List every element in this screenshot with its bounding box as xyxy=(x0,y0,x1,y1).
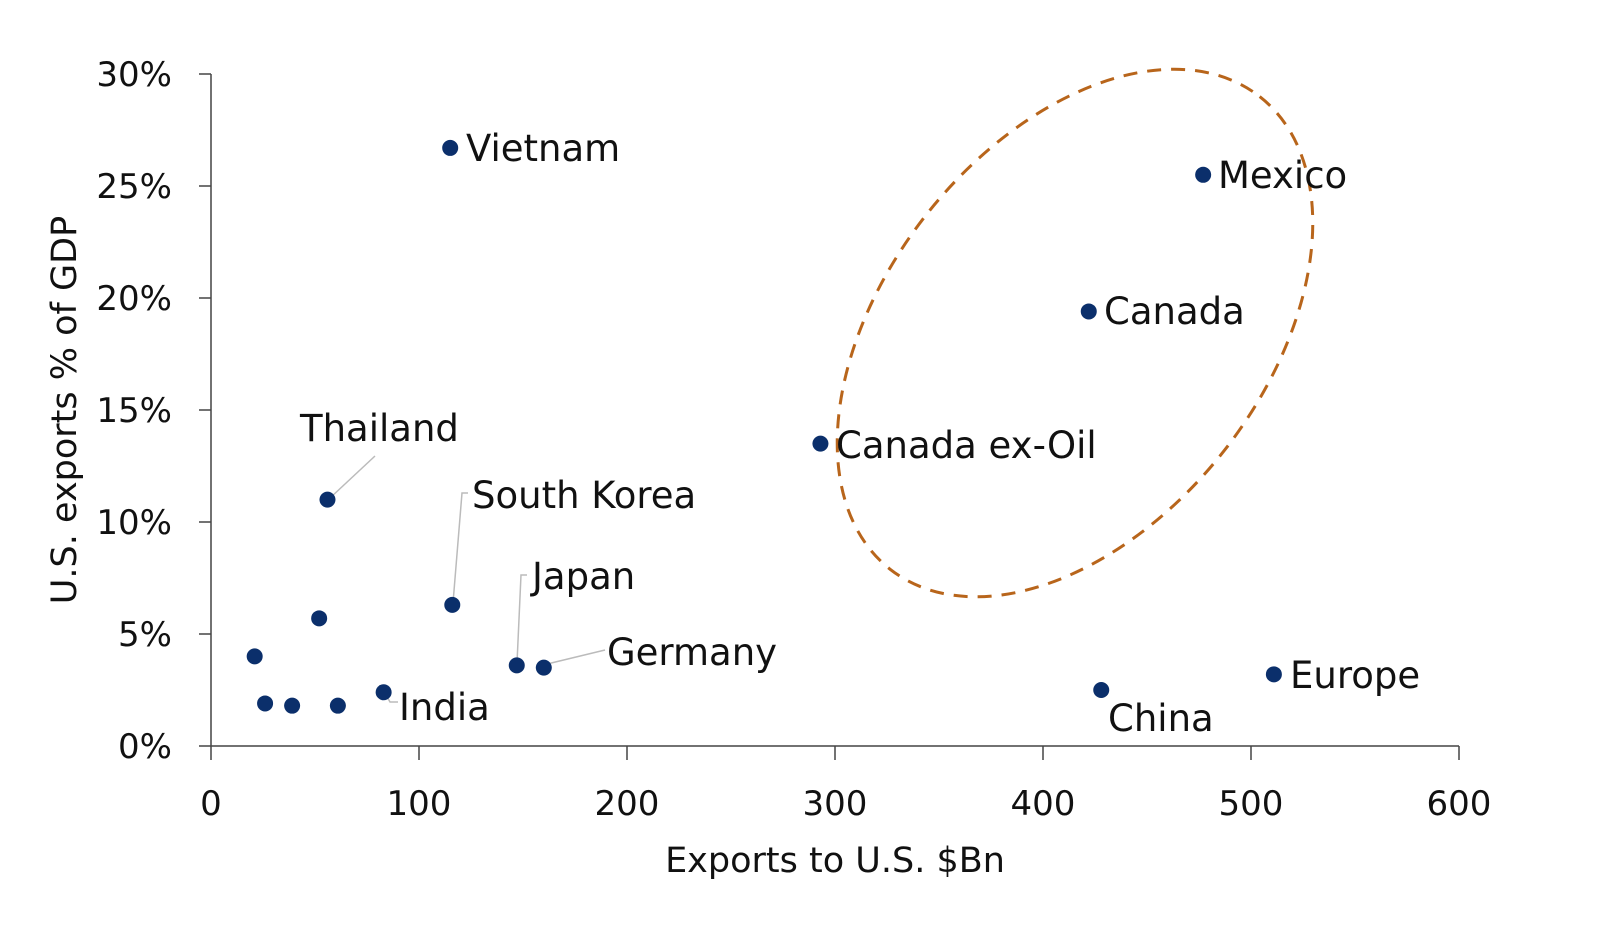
y-tick: 20% xyxy=(96,279,172,319)
data-points xyxy=(246,139,1282,714)
x-tick: 400 xyxy=(1011,784,1076,824)
x-tick-labels: 0 100 200 300 400 500 600 xyxy=(200,784,1491,824)
y-tick-labels: 30% 25% 20% 15% 10% 5% 0% xyxy=(96,55,172,767)
y-tick: 15% xyxy=(96,391,172,431)
label-mexico: Mexico xyxy=(1218,154,1347,197)
highlight-ellipse xyxy=(835,67,1315,599)
x-tick: 600 xyxy=(1427,784,1492,824)
y-axis xyxy=(199,73,212,747)
data-point xyxy=(246,648,263,665)
x-axis xyxy=(210,745,1460,760)
x-tick: 200 xyxy=(595,784,660,824)
y-tick: 25% xyxy=(96,167,172,207)
label-europe: Europe xyxy=(1290,654,1420,697)
label-canada: Canada xyxy=(1104,290,1245,333)
data-point xyxy=(329,697,346,714)
data-point xyxy=(1195,166,1212,183)
label-japan: Japan xyxy=(530,555,635,598)
label-thailand: Thailand xyxy=(299,407,459,450)
data-point xyxy=(257,695,274,712)
data-point xyxy=(311,610,328,627)
data-point xyxy=(284,697,301,714)
label-india: India xyxy=(399,686,490,729)
data-point xyxy=(444,596,461,613)
x-tick: 300 xyxy=(803,784,868,824)
label-canada-ex-oil: Canada ex-Oil xyxy=(836,424,1097,467)
data-point xyxy=(319,491,336,508)
label-vietnam: Vietnam xyxy=(466,127,620,170)
y-tick: 5% xyxy=(118,615,172,655)
data-point xyxy=(442,139,459,156)
x-tick: 0 xyxy=(200,784,222,824)
label-china: China xyxy=(1108,697,1214,740)
x-tick: 500 xyxy=(1219,784,1284,824)
data-point xyxy=(1265,666,1282,683)
y-axis-title: U.S. exports % of GDP xyxy=(45,216,85,604)
x-tick: 100 xyxy=(387,784,452,824)
y-tick: 0% xyxy=(118,727,172,767)
label-germany: Germany xyxy=(607,631,777,674)
data-point xyxy=(375,684,392,701)
data-point xyxy=(508,657,525,674)
point-labels: Vietnam Mexico Canada Canada ex-Oil Thai… xyxy=(299,127,1420,740)
label-south-korea: South Korea xyxy=(472,474,696,517)
data-point xyxy=(1093,682,1110,698)
y-tick: 10% xyxy=(96,503,172,543)
x-axis-title: Exports to U.S. $Bn xyxy=(665,841,1005,881)
data-point xyxy=(812,435,829,452)
data-point xyxy=(1080,303,1097,320)
data-point xyxy=(535,659,552,676)
y-tick: 30% xyxy=(96,55,172,95)
